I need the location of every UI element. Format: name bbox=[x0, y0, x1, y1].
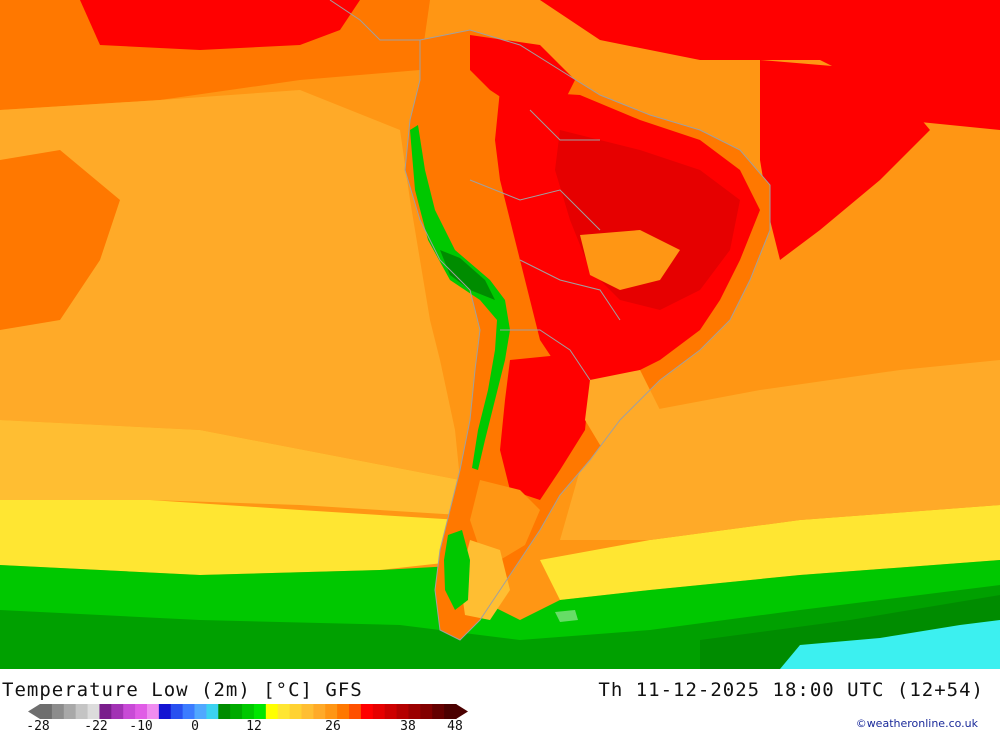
legend-swatch bbox=[242, 704, 255, 719]
temperature-map bbox=[0, 0, 1000, 669]
legend-tick-label: -22 bbox=[84, 719, 108, 734]
interior-orange-patch bbox=[580, 230, 680, 290]
legend-tick-label: 48 bbox=[447, 719, 463, 734]
falklands-patch bbox=[555, 610, 578, 622]
atlantic-yellow-band bbox=[540, 505, 1000, 600]
andes-dark-green-core bbox=[440, 250, 495, 300]
patagonia-light-patch bbox=[460, 540, 510, 620]
legend-right-arrow bbox=[456, 704, 468, 719]
legend-tick-label: -28 bbox=[26, 719, 50, 734]
legend-swatch bbox=[87, 704, 100, 719]
legend-tick-label: 26 bbox=[325, 719, 341, 734]
legend-swatch bbox=[349, 704, 362, 719]
credit-link[interactable]: ©weatheronline.co.uk bbox=[855, 717, 978, 730]
legend-swatch bbox=[99, 704, 112, 719]
northern-coast-red bbox=[470, 35, 575, 110]
atlantic-light-orange bbox=[560, 360, 1000, 540]
valid-time: Th 11-12-2025 18:00 UTC (12+54) bbox=[598, 679, 984, 701]
map-footer: Temperature Low (2m) [°C] GFS Th 11-12-2… bbox=[0, 669, 1000, 734]
antarctic-cyan-zone bbox=[780, 620, 1000, 669]
legend-swatch bbox=[111, 704, 124, 719]
legend-swatch bbox=[384, 704, 398, 719]
color-legend-bar bbox=[28, 704, 468, 719]
legend-swatch bbox=[408, 704, 421, 719]
pacific-pale-band bbox=[0, 420, 460, 515]
legend-swatch bbox=[301, 704, 314, 719]
legend-left-arrow bbox=[28, 704, 40, 719]
legend-swatch bbox=[40, 704, 53, 719]
legend-swatch bbox=[51, 704, 65, 719]
legend-swatch bbox=[253, 704, 267, 719]
legend-swatch bbox=[444, 704, 457, 719]
legend-swatch bbox=[337, 704, 350, 719]
pacific-light-orange-zone bbox=[0, 90, 460, 480]
southern-plains-red bbox=[500, 355, 590, 500]
legend-swatch bbox=[194, 704, 207, 719]
pampas-orange bbox=[470, 480, 540, 560]
map-title: Temperature Low (2m) [°C] GFS bbox=[2, 679, 363, 701]
legend-swatch bbox=[206, 704, 219, 719]
legend-swatch bbox=[135, 704, 148, 719]
legend-swatch bbox=[289, 704, 302, 719]
legend-swatch bbox=[420, 704, 433, 719]
legend-swatch bbox=[230, 704, 243, 719]
caribbean-hot-zone bbox=[80, 0, 360, 50]
equatorial-atlantic-hot-zone bbox=[760, 60, 930, 260]
legend-swatch bbox=[170, 704, 184, 719]
legend-swatch bbox=[158, 704, 172, 719]
legend-swatch bbox=[265, 704, 279, 719]
southern-yellow-band bbox=[0, 500, 470, 575]
legend-swatch bbox=[325, 704, 338, 719]
legend-swatch bbox=[372, 704, 386, 719]
legend-tick-label: 38 bbox=[400, 719, 416, 734]
legend-swatch bbox=[432, 704, 445, 719]
legend-swatch bbox=[146, 704, 160, 719]
legend-swatch bbox=[396, 704, 409, 719]
andes-cold-strip bbox=[410, 125, 510, 470]
pacific-orange-patch bbox=[0, 150, 120, 330]
uruguay-light-patch bbox=[585, 370, 660, 445]
country-borders bbox=[329, 0, 771, 641]
legend-swatch bbox=[313, 704, 326, 719]
legend-tick-label: -10 bbox=[129, 719, 153, 734]
legend-swatch bbox=[182, 704, 196, 719]
legend-swatch bbox=[63, 704, 77, 719]
patagonia-andes-green bbox=[444, 530, 470, 610]
legend-tick-label: 12 bbox=[246, 719, 262, 734]
legend-swatch bbox=[277, 704, 291, 719]
legend-swatch bbox=[218, 704, 231, 719]
legend-tick-label: 0 bbox=[191, 719, 199, 734]
legend-swatch bbox=[360, 704, 374, 719]
legend-swatch bbox=[75, 704, 89, 719]
legend-swatch bbox=[123, 704, 136, 719]
